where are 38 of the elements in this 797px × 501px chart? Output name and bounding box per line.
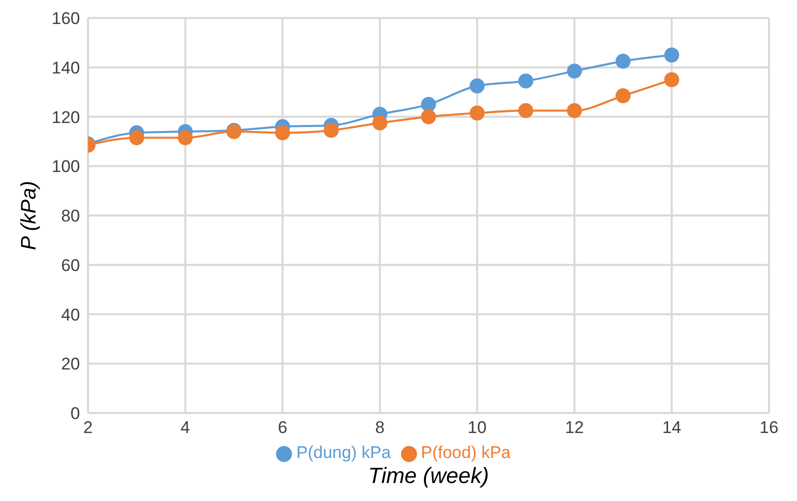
x-tick-label: 8 [375,418,385,438]
point [275,125,290,140]
y-tick-label: 0 [70,404,80,424]
y-tick-label: 40 [61,305,80,324]
point [566,64,582,79]
x-axis-title: Time (week) [367,463,490,489]
legend-label: P(dung) kPa [296,443,391,462]
point [421,96,436,112]
y-tick-label: 20 [61,354,80,374]
x-tick-label: 16 [760,418,778,438]
x-tick-label: 4 [180,418,190,438]
y-tick-label: 140 [52,58,80,78]
point [421,109,436,124]
point [129,130,144,146]
point [178,130,193,146]
y-tick-label: 60 [61,256,80,275]
point [470,78,485,94]
point [470,106,485,121]
point [324,122,339,138]
y-tick-label: 100 [52,157,80,176]
point [372,115,388,130]
point [664,72,680,88]
x-tick-label: 6 [278,418,288,438]
x-tick-label: 2 [83,418,93,438]
point [518,103,534,118]
x-tick-label: 14 [662,418,682,438]
x-tick-label: 12 [564,418,584,438]
point [616,88,631,104]
y-tick-label: 80 [61,206,80,226]
y-tick-label: 120 [52,108,80,127]
point [566,103,582,118]
point [616,54,631,69]
y-axis-title: P (kPa) [17,180,40,250]
x-tick-label: 10 [468,418,487,438]
legend-label: P(food) kPa [420,443,511,462]
point [664,48,680,63]
y-tick-label: 160 [52,9,80,28]
point [518,73,534,88]
